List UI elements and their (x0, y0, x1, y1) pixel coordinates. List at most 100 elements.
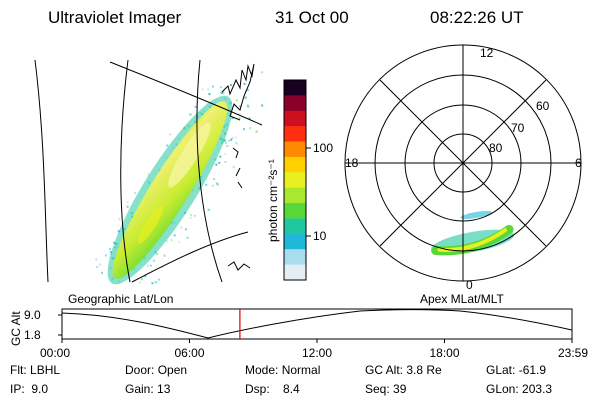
colorbar-cell (284, 126, 306, 143)
meridian-line (120, 59, 131, 283)
polar-panel-label: Apex MLat/MLT (420, 292, 504, 306)
noise-pixel (152, 259, 155, 262)
noise-pixel (169, 133, 172, 136)
noise-pixel (230, 84, 232, 86)
altitude-xticks: 00:00 06:00 12:00 18:00 23:59 (40, 339, 588, 360)
noise-pixel (144, 275, 147, 278)
noise-pixel (218, 161, 221, 164)
info-seq: Seq: 39 (365, 383, 406, 395)
noise-pixel (246, 88, 249, 91)
colorbar-cell (284, 203, 306, 220)
noise-pixel (235, 99, 238, 102)
noise-pixel (96, 265, 99, 268)
aurora-oval (431, 210, 515, 256)
colorbar-cell (284, 172, 306, 189)
noise-pixel (157, 278, 160, 281)
seq-label: Seq: (365, 382, 390, 396)
door-label: Door: (125, 363, 155, 377)
noise-pixel (109, 248, 111, 251)
colorbar-cell (284, 218, 306, 235)
colorbar-scale (284, 80, 306, 281)
info-flt: Flt: LBHL (10, 364, 60, 376)
noise-pixel (261, 104, 264, 107)
flt-label: Flt: (10, 363, 27, 377)
noise-pixel (211, 184, 214, 187)
noise-pixel (118, 218, 121, 221)
noise-pixel (113, 241, 116, 244)
noise-pixel (178, 241, 181, 243)
xtick-label: 06:00 (174, 346, 204, 360)
ip-value: 9.0 (31, 382, 49, 396)
noise-pixel (247, 105, 250, 108)
altitude-plot-frame (61, 308, 573, 340)
noise-pixel (189, 113, 192, 116)
colorbar-cell (284, 187, 306, 204)
noise-pixel (261, 71, 264, 74)
info-glon: GLon: 203.3 (486, 383, 552, 395)
ip-label: IP: (10, 382, 25, 396)
noise-pixel (161, 266, 164, 269)
noise-pixel (194, 105, 197, 108)
noise-pixel (141, 278, 143, 281)
noise-pixel (154, 281, 157, 284)
colorbar-cell (284, 233, 306, 250)
colorbar-cell (284, 110, 306, 127)
noise-pixel (215, 163, 218, 166)
mlat-label-70: 70 (511, 121, 525, 135)
app-title: Ultraviolet Imager (48, 8, 182, 27)
noise-pixel (139, 281, 141, 284)
gain-label: Gain: (125, 382, 154, 396)
info-gcalt: GC Alt: 3.8 Re (365, 364, 442, 376)
seq-value: 39 (393, 382, 407, 396)
colorbar-tick-100: 100 (313, 141, 333, 155)
noise-pixel (213, 178, 216, 181)
noise-pixel (165, 240, 168, 243)
noise-pixel (110, 251, 113, 254)
geo-panel-label: Geographic Lat/Lon (68, 292, 173, 306)
noise-pixel (208, 93, 211, 95)
latitude-line (109, 61, 263, 126)
noise-pixel (222, 91, 225, 94)
altitude-ytick-1.8: 1.8 (24, 328, 41, 342)
mlt-label-18: 18 (345, 156, 359, 170)
gcalt-label: GC Alt: (365, 363, 404, 377)
xtick-label: 00:00 (40, 346, 70, 360)
xtick-label: 12:00 (302, 346, 332, 360)
xtick-label: 23:59 (558, 346, 588, 360)
info-mode: Mode: Normal (245, 364, 320, 376)
noise-pixel (170, 239, 173, 242)
colorbar-cell (284, 141, 306, 158)
altitude-plot: Geographic Lat/Lon Apex MLat/MLT 9.0 1.8… (9, 292, 588, 360)
noise-pixel (232, 165, 235, 168)
noise-pixel (147, 173, 150, 176)
noise-pixel (246, 104, 249, 107)
mlat-label-60: 60 (536, 99, 550, 113)
noise-pixel (238, 117, 241, 120)
mlat-label-80: 80 (489, 141, 503, 155)
noise-pixel (249, 127, 252, 130)
altitude-ytick-9: 9.0 (24, 308, 41, 322)
time-label: 08:22:26 UT (430, 8, 524, 27)
noise-pixel (180, 226, 183, 229)
noise-pixel (184, 228, 187, 231)
noise-pixel (117, 230, 120, 233)
colorbar-tick-10: 10 (313, 229, 327, 243)
noise-pixel (238, 112, 241, 115)
noise-pixel (149, 264, 152, 267)
aurora-band (107, 95, 233, 285)
info-door: Door: Open (125, 364, 187, 376)
colorbar-cell (284, 156, 306, 173)
colorbar-unit-label: photon cm⁻²s⁻¹ (266, 159, 280, 242)
glon-value: 203.3 (522, 382, 553, 396)
noise-pixel (220, 86, 223, 89)
coastline (221, 63, 255, 271)
mode-label: Mode: (245, 363, 279, 377)
noise-pixel (151, 282, 154, 285)
noise-pixel (224, 152, 227, 155)
meridian-line (34, 59, 49, 283)
meridian-line (196, 59, 223, 283)
noise-pixel (186, 236, 189, 239)
noise-pixel (224, 161, 227, 163)
colorbar: 100 10 photon cm⁻²s⁻¹ (266, 79, 333, 281)
